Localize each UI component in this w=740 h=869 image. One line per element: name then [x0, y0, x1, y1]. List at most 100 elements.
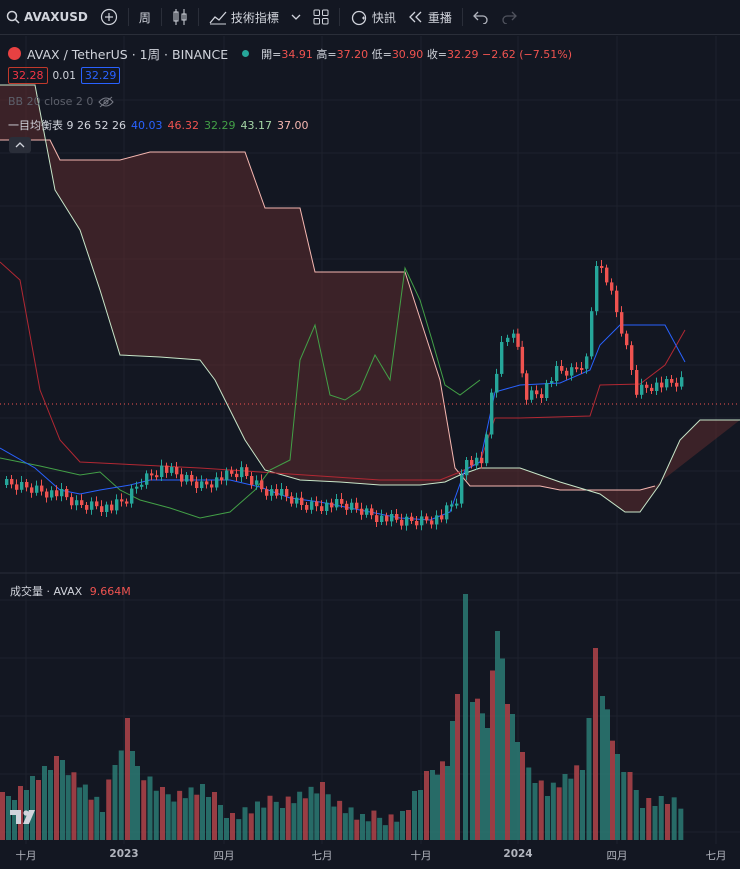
volume-bar — [610, 740, 615, 840]
volume-bar — [0, 792, 5, 840]
snapshot-label: 快訊 — [371, 10, 396, 25]
candle-body — [435, 515, 439, 525]
open-label: 開= — [261, 47, 282, 61]
candle-body — [85, 505, 89, 510]
eye-off-icon[interactable] — [98, 96, 115, 108]
symbol-search[interactable]: AVAXUSD — [0, 0, 94, 34]
volume-bar — [273, 801, 279, 840]
high-label: 高= — [316, 47, 337, 61]
candle-body — [60, 489, 64, 497]
volume-bar — [671, 797, 677, 840]
candle-body — [380, 515, 384, 522]
candle-body — [425, 516, 429, 521]
layout-button[interactable] — [307, 0, 335, 34]
symbol-legend[interactable]: AVAX / TetherUS · 1周 · BINANCE 開=34.91 高… — [8, 44, 572, 63]
redo-icon — [502, 11, 517, 24]
candle-body — [15, 484, 19, 490]
candle-body — [410, 516, 414, 521]
candle-body — [645, 384, 649, 388]
volume-bar — [475, 698, 480, 840]
volume-bar — [406, 810, 411, 840]
candle-body — [215, 477, 219, 488]
candle-body — [605, 267, 609, 283]
ichimoku-legend[interactable]: 一目均衡表 9 26 52 26 40.03 46.32 32.29 43.17… — [8, 117, 308, 133]
time-axis[interactable]: 十月 2023 四月 七月 十月 2024 四月 七月 — [0, 844, 740, 869]
indicators-dropdown[interactable] — [285, 0, 307, 34]
volume-bar — [194, 794, 200, 840]
volume-bar — [48, 770, 53, 840]
candle-body — [270, 489, 274, 496]
candle-body — [140, 484, 144, 487]
candle-body — [10, 479, 14, 485]
volume-bar — [586, 718, 592, 840]
volume-bar — [621, 772, 627, 840]
candle-body — [275, 489, 279, 496]
spread-value: 0.01 — [52, 69, 76, 82]
ichimoku-value-span-a: 43.17 — [240, 118, 272, 132]
bb-indicator-legend[interactable]: BB 20 close 2 0 — [8, 95, 115, 108]
volume-bar — [135, 766, 140, 840]
candle-body — [420, 516, 424, 526]
candle-body — [360, 508, 364, 515]
candle-body — [665, 379, 669, 388]
plus-circle-icon — [100, 8, 117, 26]
candle-body — [365, 508, 369, 515]
replay-button[interactable]: 重播 — [402, 0, 458, 34]
volume-bar — [160, 787, 165, 840]
candle-body — [430, 520, 434, 525]
volume-bar — [130, 751, 135, 840]
compare-button[interactable] — [94, 0, 124, 34]
x-tick-label: 七月 — [705, 850, 727, 862]
low-label: 低= — [371, 47, 392, 61]
candle-body — [680, 377, 684, 387]
tradingview-logo[interactable] — [10, 808, 40, 830]
redo-button[interactable] — [495, 0, 523, 34]
candle-body — [50, 490, 54, 498]
ask-price[interactable]: 32.29 — [80, 67, 121, 84]
volume-bar — [574, 765, 580, 840]
change-value: −2.62 (−7.51%) — [482, 47, 572, 61]
indicators-button[interactable]: 技術指標 — [203, 0, 285, 34]
alert-button[interactable]: 快訊 — [344, 0, 402, 34]
volume-bar — [248, 813, 254, 840]
volume-bar — [314, 793, 320, 840]
senkou-span-b-line — [0, 139, 656, 491]
volume-bar — [665, 804, 670, 840]
volume-legend[interactable]: 成交量 · AVAX 9.664M — [10, 583, 131, 599]
volume-bar — [495, 631, 500, 840]
candle-body — [635, 370, 639, 395]
candle-body — [470, 460, 474, 466]
candle-body — [250, 476, 254, 485]
interval-button[interactable]: 周 — [133, 0, 157, 34]
candle-body — [160, 465, 164, 477]
candle-body — [285, 489, 289, 497]
high-value: 37.20 — [336, 47, 369, 61]
volume-bar — [605, 709, 610, 840]
candle-body — [485, 434, 489, 464]
candle-body — [400, 519, 404, 526]
undo-button[interactable] — [467, 0, 495, 34]
candle-body — [135, 486, 139, 489]
bid-price[interactable]: 32.28 — [8, 67, 48, 84]
candle-body — [355, 502, 359, 509]
candle-body — [560, 366, 564, 371]
volume-bar — [520, 752, 525, 840]
candle-body — [55, 490, 59, 497]
ichimoku-label: 一目均衡表 9 26 52 26 — [8, 119, 126, 132]
replay-label: 重播 — [427, 10, 452, 25]
volume-bar — [302, 798, 308, 840]
candle-body — [265, 489, 269, 496]
candle-body — [640, 384, 644, 395]
candle-body — [45, 491, 49, 498]
candle-body — [120, 499, 124, 502]
volume-bar — [308, 786, 314, 840]
candle-body — [490, 392, 494, 435]
volume-bar — [377, 817, 383, 840]
collapse-legend-button[interactable] — [9, 137, 31, 153]
volume-bar — [658, 796, 664, 840]
x-tick-label: 2023 — [109, 848, 139, 860]
chart-type-button[interactable] — [166, 0, 194, 34]
volume-bar — [188, 787, 194, 840]
candle-body — [115, 499, 119, 511]
volume-bar — [550, 782, 556, 840]
